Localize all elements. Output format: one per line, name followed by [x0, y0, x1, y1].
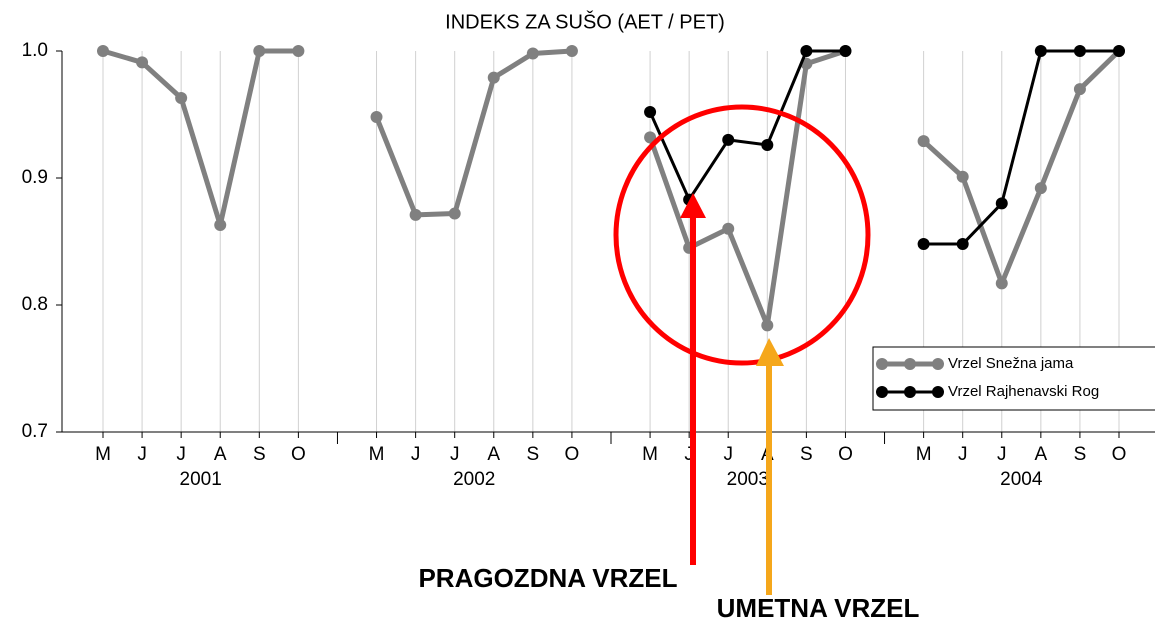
x-tick-label: J [176, 444, 186, 465]
x-tick-label: A [487, 444, 500, 465]
x-tick-label: S [1074, 444, 1087, 465]
legend-label: Vrzel Snežna jama [948, 355, 1074, 372]
arrow-head [680, 193, 706, 218]
point [526, 47, 539, 60]
x-tick-label: J [411, 444, 421, 465]
point [175, 91, 188, 104]
x-tick-label: J [137, 444, 147, 465]
x-tick-label: J [450, 444, 460, 465]
x-tick-label: S [253, 444, 266, 465]
x-tick-label: A [214, 444, 227, 465]
series-line [921, 49, 1121, 286]
point [1034, 182, 1047, 195]
arrow-head [756, 338, 784, 366]
point [800, 45, 813, 57]
x-tick-label: M [642, 444, 658, 465]
point [839, 45, 852, 57]
point [995, 277, 1008, 290]
point [370, 111, 383, 124]
x-tick-label: S [800, 444, 813, 465]
point [761, 319, 774, 332]
x-tick-label: O [838, 444, 853, 465]
chart-title: INDEKS ZA SUŠO (AET / PET) [445, 10, 725, 33]
point [722, 222, 735, 235]
point [722, 133, 735, 146]
legend-marker [904, 358, 916, 370]
x-tick-label: O [565, 444, 580, 465]
point [644, 131, 657, 144]
legend-box [872, 346, 1155, 411]
point [956, 170, 969, 183]
point [1113, 45, 1125, 57]
legend-marker [904, 386, 916, 398]
x-tick-label: J [958, 444, 968, 465]
x-tick-label: S [527, 444, 540, 465]
legend-marker [932, 358, 944, 370]
point [1073, 83, 1086, 96]
x-tick-label: O [1112, 444, 1127, 465]
point [995, 197, 1008, 210]
x-tick-label: M [916, 444, 932, 465]
x-tick-label: O [291, 444, 306, 465]
legend-label: Vrzel Rajhenavski Rog [948, 383, 1099, 400]
point [136, 56, 149, 69]
year-label: 2004 [1000, 469, 1043, 490]
series-line [648, 49, 846, 202]
point [917, 135, 930, 148]
annotation: UMETNA VRZEL [717, 593, 920, 623]
legend-marker [876, 358, 888, 370]
y-tick-label: 1.0 [22, 40, 48, 61]
point [487, 71, 500, 84]
x-tick-label: M [369, 444, 385, 465]
y-tick-label: 0.9 [22, 167, 48, 188]
legend-marker [876, 386, 888, 398]
point [1034, 45, 1047, 57]
point [917, 238, 930, 251]
year-label: 2002 [453, 469, 495, 490]
point [448, 207, 461, 220]
series-line [102, 48, 299, 228]
legend-marker [932, 386, 944, 398]
highlight-ellipse [613, 104, 871, 366]
x-tick-label: J [723, 444, 733, 465]
point [409, 208, 422, 221]
series-line [923, 49, 1119, 246]
point [292, 45, 305, 57]
x-tick-label: A [1035, 444, 1048, 465]
x-tick-label: J [997, 444, 1007, 465]
annotation: PRAGOZDNA VRZEL [418, 563, 677, 593]
point [761, 138, 774, 151]
point [214, 218, 227, 231]
point [644, 105, 657, 118]
x-tick-label: J [684, 444, 694, 465]
series-line [647, 48, 847, 328]
y-tick-label: 0.8 [22, 294, 48, 315]
point [1073, 45, 1086, 57]
series-line [374, 48, 573, 218]
year-label: 2003 [727, 469, 769, 490]
point [565, 45, 578, 57]
point [253, 45, 266, 57]
point [956, 238, 969, 251]
y-tick-label: 0.7 [22, 421, 48, 442]
year-label: 2001 [180, 469, 222, 490]
point [97, 45, 109, 57]
x-tick-label: M [95, 444, 111, 465]
